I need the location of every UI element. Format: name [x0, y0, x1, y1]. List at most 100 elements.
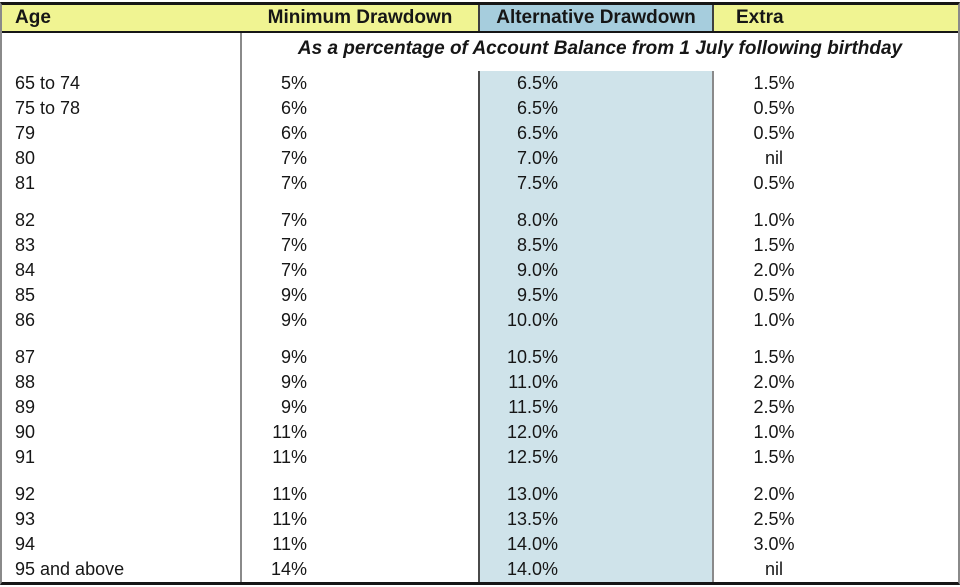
age-cell: 91	[2, 445, 242, 470]
age-cell: 85	[2, 283, 242, 308]
age-cell-value: 85	[15, 285, 36, 305]
age-cell: 82	[2, 208, 242, 233]
age-cell-value: 88	[15, 372, 36, 392]
age-cell-value: 84	[15, 260, 36, 280]
table-row: 80 7% 7.0% nil	[2, 146, 958, 171]
age-cell-value: 94	[15, 534, 36, 554]
header-minimum-drawdown: Minimum Drawdown	[267, 7, 453, 28]
age-cell-value: 82	[15, 210, 36, 230]
table-gap-row	[2, 333, 958, 345]
alt-drawdown-cell: 10.5%	[478, 345, 714, 370]
alt-drawdown-cell-value: 14.0%	[506, 559, 558, 579]
age-cell-value: 83	[15, 235, 36, 255]
extra-cell-value: 0.5%	[753, 173, 795, 193]
alt-drawdown-cell-value: 6.5%	[516, 123, 558, 143]
age-cell: 88	[2, 370, 242, 395]
extra-cell-value: 1.5%	[753, 447, 795, 467]
min-drawdown-cell-value: 7%	[280, 148, 307, 168]
min-drawdown-cell-value: 11%	[272, 422, 307, 442]
table-row: 83 7% 8.5% 1.5%	[2, 233, 958, 258]
alt-drawdown-cell-value: 11.5%	[508, 397, 558, 417]
min-drawdown-cell-value: 6%	[280, 123, 307, 143]
table-row: 81 7% 7.5% 0.5%	[2, 171, 958, 196]
table-gap-row	[2, 196, 958, 208]
age-cell-value: 93	[15, 509, 36, 529]
extra-cell-value: 2.0%	[753, 372, 795, 392]
extra-cell: 1.5%	[714, 233, 958, 258]
extra-cell: 1.0%	[714, 208, 958, 233]
extra-cell: 2.0%	[714, 258, 958, 283]
age-cell: 87	[2, 345, 242, 370]
table-row: 79 6% 6.5% 0.5%	[2, 121, 958, 146]
extra-cell: 1.5%	[714, 445, 958, 470]
extra-cell: 1.5%	[714, 71, 958, 96]
age-cell	[2, 470, 242, 482]
alt-drawdown-cell-value: 11.0%	[508, 372, 558, 392]
alt-drawdown-cell-value: 12.0%	[506, 422, 558, 442]
min-drawdown-cell: 6%	[242, 96, 478, 121]
age-cell-value: 81	[15, 173, 36, 193]
min-drawdown-cell-value: 11%	[272, 447, 307, 467]
header-age: Age	[15, 7, 51, 28]
extra-cell-value: 2.0%	[753, 260, 795, 280]
min-drawdown-cell: 11%	[242, 507, 478, 532]
min-drawdown-cell: 9%	[242, 370, 478, 395]
alt-drawdown-cell: 6.5%	[478, 71, 714, 96]
table-subtitle: As a percentage of Account Balance from …	[297, 38, 903, 59]
min-drawdown-cell-value: 9%	[280, 372, 307, 392]
min-drawdown-cell-value: 7%	[280, 235, 307, 255]
min-drawdown-cell: 11%	[242, 420, 478, 445]
min-drawdown-cell: 7%	[242, 233, 478, 258]
extra-cell: 3.0%	[714, 532, 958, 557]
extra-cell: nil	[714, 146, 958, 171]
min-drawdown-cell: 11%	[242, 532, 478, 557]
alt-drawdown-cell	[478, 196, 714, 208]
age-cell: 80	[2, 146, 242, 171]
age-cell: 65 to 74	[2, 71, 242, 96]
extra-cell: 0.5%	[714, 121, 958, 146]
alt-drawdown-cell: 7.5%	[478, 171, 714, 196]
min-drawdown-cell-value: 11%	[272, 484, 307, 504]
alt-drawdown-cell-value: 12.5%	[506, 447, 558, 467]
age-cell: 86	[2, 308, 242, 333]
alt-drawdown-cell-value: 9.5%	[516, 285, 558, 305]
min-drawdown-cell	[242, 196, 478, 208]
min-drawdown-cell: 7%	[242, 208, 478, 233]
min-drawdown-cell-value: 11%	[272, 509, 307, 529]
alt-drawdown-cell-value: 7.0%	[516, 148, 558, 168]
age-cell-value: 80	[15, 148, 36, 168]
table-row: 88 9% 11.0% 2.0%	[2, 370, 958, 395]
min-drawdown-cell-value: 9%	[280, 347, 307, 367]
table-row: 65 to 74 5% 6.5% 1.5%	[2, 71, 958, 96]
table-row: 87 9% 10.5% 1.5%	[2, 345, 958, 370]
min-drawdown-cell: 9%	[242, 345, 478, 370]
alt-drawdown-cell-value: 8.0%	[516, 210, 558, 230]
min-drawdown-cell: 6%	[242, 121, 478, 146]
extra-cell: 2.5%	[714, 395, 958, 420]
age-cell-value: 75 to 78	[15, 98, 81, 118]
table-row: 82 7% 8.0% 1.0%	[2, 208, 958, 233]
table-row: 91 11% 12.5% 1.5%	[2, 445, 958, 470]
age-cell-value: 90	[15, 422, 36, 442]
extra-cell: nil	[714, 557, 958, 582]
extra-cell-value: 3.0%	[753, 534, 795, 554]
extra-cell-value: nil	[764, 559, 783, 579]
alt-drawdown-cell: 9.5%	[478, 283, 714, 308]
alt-drawdown-cell-value: 6.5%	[516, 73, 558, 93]
extra-cell: 1.0%	[714, 308, 958, 333]
extra-cell-value: nil	[764, 148, 783, 168]
table-row: 92 11% 13.0% 2.0%	[2, 482, 958, 507]
alt-drawdown-cell: 11.5%	[478, 395, 714, 420]
min-drawdown-cell-value: 9%	[280, 285, 307, 305]
min-drawdown-cell: 11%	[242, 482, 478, 507]
extra-cell	[714, 196, 958, 208]
extra-cell: 0.5%	[714, 171, 958, 196]
min-drawdown-cell-value: 14%	[270, 559, 307, 579]
alt-drawdown-cell-value: 10.0%	[506, 310, 558, 330]
table-row: 93 11% 13.5% 2.5%	[2, 507, 958, 532]
age-cell: 89	[2, 395, 242, 420]
extra-cell: 1.0%	[714, 420, 958, 445]
alt-drawdown-cell: 8.0%	[478, 208, 714, 233]
table-row: 75 to 78 6% 6.5% 0.5%	[2, 96, 958, 121]
extra-cell-value: 1.0%	[753, 422, 795, 442]
